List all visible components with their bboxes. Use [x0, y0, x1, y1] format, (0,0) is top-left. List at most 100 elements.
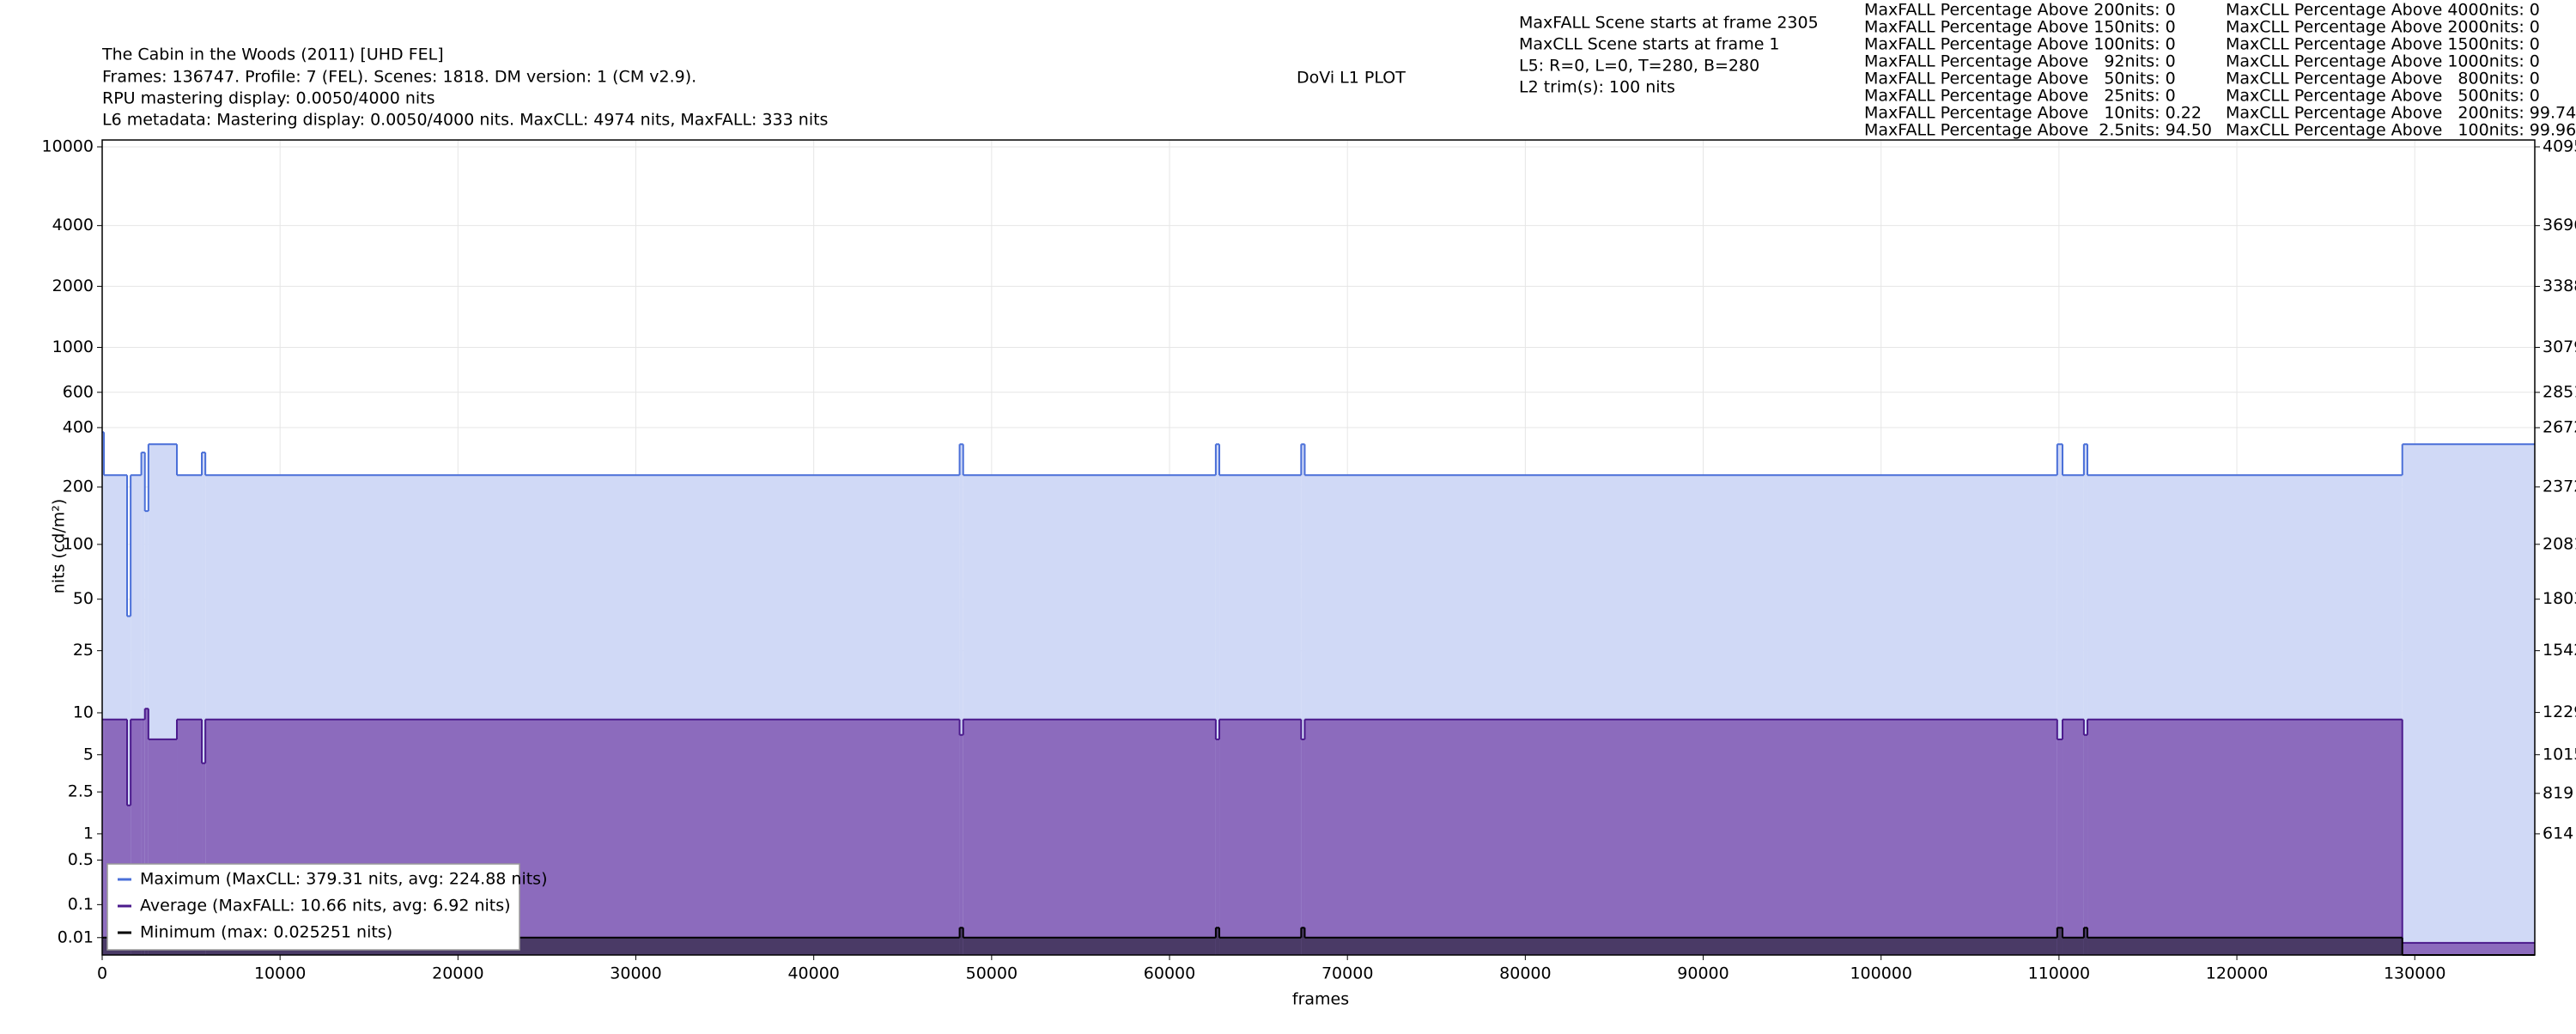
maxcll-stat: MaxCLL Percentage Above 2000nits: 0 [2226, 18, 2540, 37]
step-area [959, 928, 963, 955]
y2-tick-label: 2081 [2543, 534, 2576, 553]
scene-info: L5: R=0, L=0, T=280, B=280 [1519, 57, 1759, 76]
y2-tick-label: 1803 [2543, 589, 2576, 608]
y2-tick-label: 2851 [2543, 382, 2576, 401]
y2-tick-label: 614 [2543, 824, 2573, 842]
x-tick-label: 40000 [787, 964, 839, 983]
plot-label: DoVi L1 PLOT [1297, 69, 1406, 88]
step-area [959, 734, 963, 955]
step-area [2402, 942, 2535, 955]
step-area [1304, 937, 2057, 955]
x-tick-label: 20000 [432, 964, 483, 983]
step-area [2083, 444, 2088, 955]
y-tick-label: 0.5 [68, 850, 94, 869]
y-tick-label: 200 [63, 477, 94, 496]
y2-tick-label: 819 [2543, 783, 2573, 802]
maxfall-stat: MaxFALL Percentage Above 100nits: 0 [1864, 35, 2176, 54]
y-tick-label: 10 [73, 703, 94, 721]
legend-label: Average (MaxFALL: 10.66 nits, avg: 6.92 … [140, 897, 511, 915]
step-area [2083, 928, 2088, 955]
info-line: Frames: 136747. Profile: 7 (FEL). Scenes… [102, 68, 696, 87]
maxfall-stat: MaxFALL Percentage Above 25nits: 0 [1864, 87, 2176, 106]
y2-tick-label: 3388 [2543, 277, 2576, 295]
y-tick-label: 600 [63, 382, 94, 401]
maxcll-stat: MaxCLL Percentage Above 100nits: 99.96 [2226, 121, 2576, 140]
y2-tick-label: 1015 [2543, 745, 2576, 763]
y-tick-label: 1 [83, 824, 94, 842]
x-tick-label: 0 [97, 964, 107, 983]
step-area [1219, 719, 1302, 955]
maxfall-stat: MaxFALL Percentage Above 200nits: 0 [1864, 1, 2176, 20]
series [102, 708, 2535, 955]
maxcll-stat: MaxCLL Percentage Above 500nits: 0 [2226, 87, 2540, 106]
step-area [2087, 719, 2403, 955]
x-tick-label: 90000 [1677, 964, 1728, 983]
y-tick-label: 0.1 [68, 895, 94, 914]
maxfall-stat: MaxFALL Percentage Above 150nits: 0 [1864, 18, 2176, 37]
y2-tick-label: 1229 [2543, 703, 2576, 721]
maxcll-stat: MaxCLL Percentage Above 200nits: 99.74 [2226, 104, 2576, 123]
step-area [1215, 928, 1220, 955]
x-tick-label: 80000 [1499, 964, 1551, 983]
step-area [144, 709, 149, 955]
step-area [2057, 444, 2063, 955]
y2-tick-label: 3079 [2543, 338, 2576, 356]
step-area [2402, 444, 2535, 955]
y2-tick-label: 4095 [2543, 137, 2576, 156]
x-axis-label: frames [1292, 990, 1349, 1009]
chart-title: The Cabin in the Woods (2011) [UHD FEL] [101, 46, 444, 64]
maxcll-stat: MaxCLL Percentage Above 4000nits: 0 [2226, 1, 2540, 20]
x-tick-label: 30000 [610, 964, 661, 983]
y-tick-label: 0.01 [58, 928, 94, 946]
legend-label: Minimum (max: 0.025251 nits) [140, 923, 392, 942]
x-tick-label: 10000 [254, 964, 306, 983]
step-area [963, 937, 1216, 955]
maxfall-stat: MaxFALL Percentage Above 2.5nits: 94.50 [1864, 121, 2212, 140]
scene-info: L2 trim(s): 100 nits [1519, 78, 1675, 97]
info-line: RPU mastering display: 0.0050/4000 nits [102, 89, 435, 108]
y2-tick-label: 1542 [2543, 641, 2576, 660]
x-tick-label: 100000 [1850, 964, 1912, 983]
y-tick-label: 2.5 [68, 782, 94, 801]
y-tick-label: 1000 [52, 338, 94, 356]
scene-info: MaxCLL Scene starts at frame 1 [1519, 35, 1780, 54]
step-area [959, 444, 963, 955]
step-area [202, 452, 206, 955]
step-area [2057, 739, 2063, 955]
x-tick-label: 120000 [2206, 964, 2269, 983]
step-area [1215, 444, 1220, 955]
step-area [1304, 719, 2057, 955]
info-line: L6 metadata: Mastering display: 0.0050/4… [102, 111, 828, 130]
x-tick-label: 70000 [1321, 964, 1373, 983]
maxfall-stat: MaxFALL Percentage Above 92nits: 0 [1864, 52, 2176, 71]
y-tick-label: 10000 [42, 137, 94, 156]
y-tick-label: 5 [83, 745, 94, 763]
y-axis-label: nits (cd/m²) [50, 499, 69, 594]
step-area [2063, 937, 2084, 955]
step-area [1301, 928, 1305, 955]
series [102, 927, 2535, 956]
step-area [1301, 444, 1305, 955]
step-area [102, 719, 105, 955]
x-tick-label: 50000 [966, 964, 1018, 983]
x-tick-label: 130000 [2384, 964, 2446, 983]
maxcll-stat: MaxCLL Percentage Above 1500nits: 0 [2226, 35, 2540, 54]
step-area [202, 763, 206, 955]
maxfall-stat: MaxFALL Percentage Above 50nits: 0 [1864, 70, 2176, 88]
legend-label: Maximum (MaxCLL: 379.31 nits, avg: 224.8… [140, 870, 548, 889]
legend-box [106, 863, 520, 951]
maxfall-stat: MaxFALL Percentage Above 10nits: 0.22 [1864, 104, 2202, 123]
x-tick-label: 110000 [2028, 964, 2091, 983]
plot-frame [101, 139, 2536, 956]
y-tick-label: 100 [63, 534, 94, 553]
maxcll-stat: MaxCLL Percentage Above 800nits: 0 [2226, 70, 2540, 88]
y-tick-label: 25 [73, 641, 94, 660]
step-area [102, 937, 105, 955]
step-area [2083, 734, 2088, 955]
step-area [2057, 928, 2063, 955]
step-area [141, 719, 145, 955]
y-tick-label: 400 [63, 417, 94, 436]
step-area [2087, 937, 2403, 955]
